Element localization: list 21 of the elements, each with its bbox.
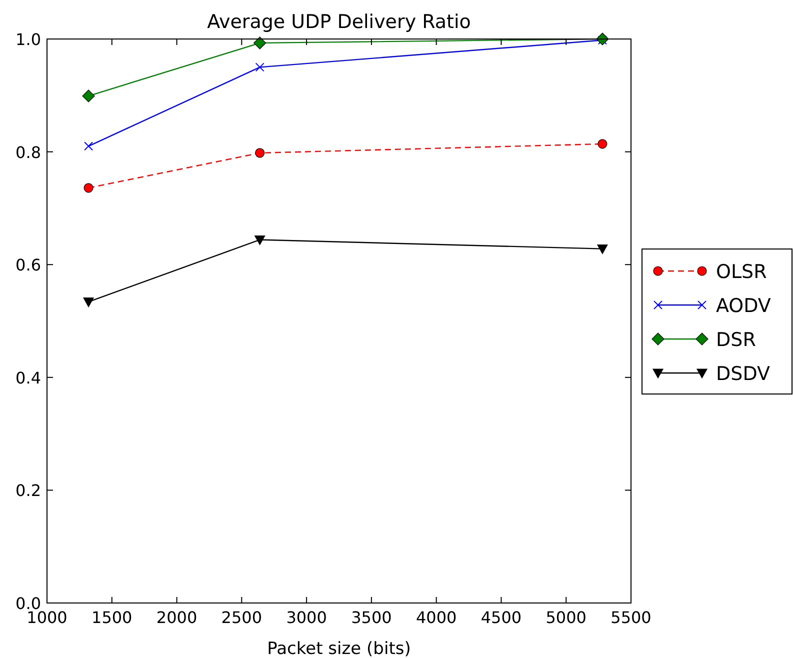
x-tick-label: 4500 bbox=[480, 608, 522, 627]
x-tick-label: 2500 bbox=[221, 608, 262, 627]
x-tick-label: 1000 bbox=[26, 608, 68, 627]
x-tick-label: 5000 bbox=[546, 608, 586, 627]
y-tick-label: 0.4 bbox=[16, 368, 41, 388]
y-tick-label: 0.6 bbox=[16, 256, 41, 275]
y-tick-label: 1.0 bbox=[16, 30, 41, 49]
x-tick-label: 4000 bbox=[416, 608, 457, 627]
x-tick-label: 2000 bbox=[156, 608, 198, 627]
legend-label: OLSR bbox=[716, 261, 767, 283]
legend-label: DSR bbox=[716, 329, 756, 351]
x-tick-label: 3000 bbox=[286, 608, 327, 627]
x-tick-label: 1500 bbox=[92, 608, 132, 627]
x-tick-label: 5500 bbox=[610, 608, 652, 627]
legend-label: DSDV bbox=[716, 363, 770, 385]
legend-label: AODV bbox=[716, 295, 771, 317]
x-tick-label: 3500 bbox=[351, 608, 392, 627]
y-tick-label: 0.8 bbox=[16, 142, 41, 162]
x-axis-title: Packet size (bits) bbox=[267, 639, 411, 658]
y-tick-label: 0.2 bbox=[16, 481, 41, 500]
chart-title: Average UDP Delivery Ratio bbox=[207, 11, 471, 33]
